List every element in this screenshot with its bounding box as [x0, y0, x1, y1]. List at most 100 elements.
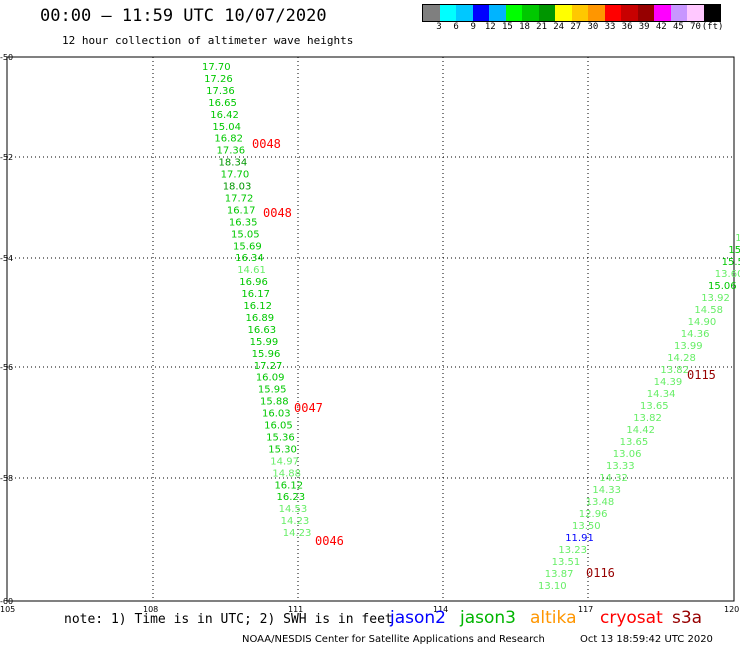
legend-item-cryosat: cryosat — [600, 608, 663, 628]
track-value: 14.28 — [667, 353, 696, 364]
track-value: 16.82 — [214, 134, 243, 145]
time-label: 0116 — [586, 566, 615, 580]
colorbar-label: 30 — [587, 22, 599, 32]
colorbar-swatch — [571, 5, 588, 21]
track-value: 13.51 — [552, 557, 581, 568]
track-value: 12.96 — [579, 509, 608, 520]
colorbar-swatch — [472, 5, 489, 21]
lat-tick-label: -56 — [0, 363, 13, 372]
track-value: 15.06 — [708, 281, 737, 292]
track-value: 16.12 — [274, 480, 303, 491]
track-value: 11.91 — [565, 533, 594, 544]
track-value: 13.82 — [633, 413, 662, 424]
footer-credit: NOAA/NESDIS Center for Satellite Applica… — [242, 634, 545, 645]
track-value: 14.97 — [270, 456, 299, 467]
lon-tick-label: 108 — [143, 605, 158, 614]
track-value: 16.96 — [239, 277, 268, 288]
lat-tick-label: -54 — [0, 254, 13, 263]
track-value: 17.72 — [225, 193, 254, 204]
track-value: 16.17 — [227, 205, 256, 216]
colorbar-label: 6 — [453, 22, 459, 32]
colorbar-swatch — [621, 5, 638, 21]
colorbar-label: 21 — [536, 22, 548, 32]
track-value: 17.27 — [254, 361, 283, 372]
colorbar-swatch — [505, 5, 522, 21]
track-value: 16.89 — [245, 313, 274, 324]
lat-tick-label: -58 — [0, 474, 13, 483]
legend-item-s3a: s3a — [672, 608, 703, 628]
track-value: 18.03 — [223, 182, 252, 193]
track-value: 14.61 — [237, 265, 266, 276]
track-value: 16.05 — [264, 421, 293, 432]
track-value: 16.17 — [241, 289, 270, 300]
track-value: 13.99 — [674, 341, 703, 352]
time-label: 0047 — [294, 401, 323, 415]
map-title: 00:00 – 11:59 UTC 10/07/2020 — [40, 6, 327, 26]
track-value: 15.96 — [252, 349, 281, 360]
track-value: 14.88 — [272, 468, 301, 479]
track-value: 13.33 — [606, 461, 635, 472]
track-value: 14.33 — [592, 485, 621, 496]
track-value: 15.2 — [728, 245, 740, 256]
colorbar-swatch — [637, 5, 654, 21]
legend-item-altika: altika — [530, 608, 577, 628]
colorbar-swatch — [654, 5, 671, 21]
lat-tick-label: -50 — [0, 53, 13, 62]
colorbar-label: 42 — [655, 22, 667, 32]
track-value: 18.34 — [219, 158, 248, 169]
time-label: 0048 — [263, 206, 292, 220]
colorbar-label: 9 — [470, 22, 476, 32]
track-value: 15.95 — [258, 385, 287, 396]
colorbar-label: 18 — [519, 22, 530, 32]
track-value: 17.70 — [221, 170, 250, 181]
track-value: 13.82 — [660, 365, 689, 376]
track-value: 15.69 — [233, 241, 262, 252]
track-value: 16.42 — [210, 110, 239, 121]
colorbar-label: 15 — [501, 22, 513, 32]
track-value: 15.30 — [268, 444, 297, 455]
colorbar-label: 27 — [570, 22, 582, 32]
colorbar-swatch — [555, 5, 572, 21]
lon-tick-label: 114 — [433, 605, 448, 614]
track-value: 13.10 — [538, 581, 567, 592]
track-value: 14.58 — [694, 305, 723, 316]
colorbar-label: 12 — [484, 22, 496, 32]
track-value: 15.05 — [231, 229, 260, 240]
time-label: 0115 — [687, 368, 716, 382]
track-value: 16.23 — [277, 492, 306, 503]
colorbar-label: 45 — [672, 22, 684, 32]
track-value: 13.65 — [620, 437, 649, 448]
track-value: 15.99 — [250, 337, 279, 348]
colorbar-swatch — [489, 5, 506, 21]
colorbar-label: 24 — [553, 22, 565, 32]
note-text: note: 1) Time is in UTC; 2) SWH is in fe… — [64, 612, 393, 627]
map-subtitle: 12 hour collection of altimeter wave hei… — [62, 34, 354, 47]
colorbar-label: 39 — [638, 22, 650, 32]
colorbar-swatch — [703, 5, 720, 21]
track-value: 14.34 — [647, 389, 676, 400]
track-value: 15.88 — [260, 397, 289, 408]
lat-tick-label: -60 — [0, 597, 13, 606]
lat-tick-label: -52 — [0, 153, 13, 162]
colorbar — [422, 4, 721, 22]
colorbar-label: 33 — [604, 22, 616, 32]
track-value: 13.60 — [715, 269, 740, 280]
track-value: 13.87 — [545, 569, 574, 580]
lon-tick-label: 117 — [578, 605, 593, 614]
legend-item-jason3: jason3 — [460, 608, 516, 628]
track-value: 15.04 — [212, 122, 241, 133]
colorbar-swatch — [588, 5, 605, 21]
colorbar-label: (ft) — [701, 22, 724, 32]
track-value: 13.92 — [701, 293, 730, 304]
colorbar-label: 36 — [621, 22, 633, 32]
track-value: 15.57 — [722, 257, 740, 268]
track-value: 13.50 — [572, 521, 601, 532]
track-value: 14 — [735, 233, 740, 244]
track-value: 14.32 — [599, 473, 628, 484]
time-label: 0048 — [252, 137, 281, 151]
colorbar-swatch — [423, 5, 440, 21]
track-value: 16.12 — [243, 301, 272, 312]
colorbar-swatch — [456, 5, 473, 21]
track-value: 13.65 — [640, 401, 669, 412]
